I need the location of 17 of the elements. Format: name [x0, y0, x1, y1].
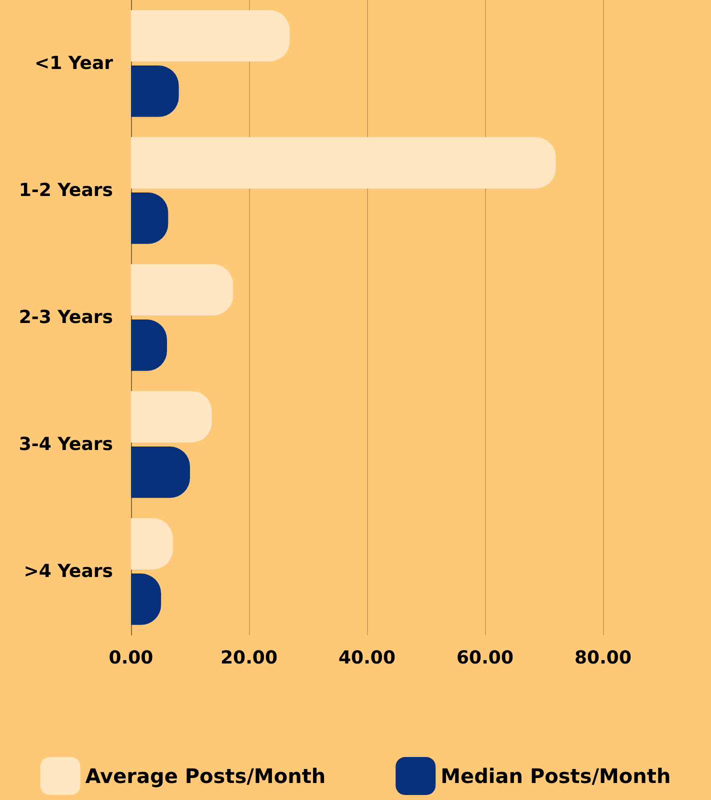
- legend-label: Average Posts/Month: [85, 764, 326, 788]
- bar: [131, 391, 212, 442]
- y-tick-label: >4 Years: [24, 561, 113, 582]
- y-tick-label: <1 Year: [34, 53, 114, 74]
- x-tick-label: 60.00: [456, 648, 514, 668]
- bar: [131, 446, 190, 498]
- bar: [131, 264, 234, 316]
- x-tick-label: 20.00: [220, 648, 278, 668]
- y-tick-label: 3-4 Years: [18, 434, 113, 455]
- y-tick-label: 2-3 Years: [18, 307, 113, 328]
- x-tick-label: 40.00: [338, 648, 396, 668]
- x-tick-label: 80.00: [574, 648, 632, 668]
- bar: [131, 137, 556, 188]
- bar: [131, 10, 290, 62]
- y-tick-label: 1-2 Years: [18, 180, 113, 201]
- legend-label: Median Posts/Month: [440, 764, 671, 788]
- x-tick-label: 0.00: [108, 648, 154, 668]
